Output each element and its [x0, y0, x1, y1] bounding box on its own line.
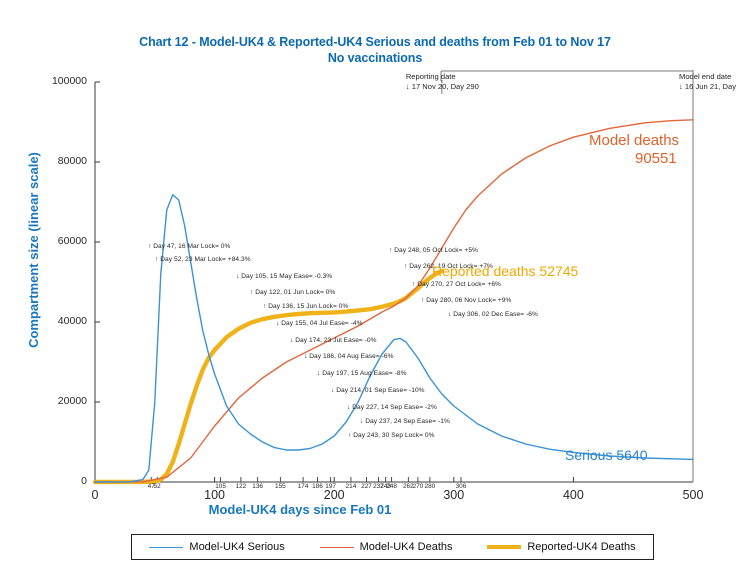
- event-annotation: ↑ Day 243, 30 Sep Lock= 0%: [348, 432, 435, 439]
- x-event-tick-label: 280: [424, 483, 436, 490]
- event-annotation: ↓ Day 227, 14 Sep Ease= -2%: [347, 404, 437, 411]
- legend-swatch: [149, 546, 184, 548]
- x-event-tick-label: 52: [153, 483, 161, 490]
- legend-label: Model-UK4 Deaths: [359, 541, 453, 553]
- y-tick-label: 100000: [51, 75, 87, 87]
- model-end-date: Model end date ↓ 16 Jun 21, Day: [679, 72, 736, 92]
- x-event-tick-label: 155: [275, 483, 286, 490]
- event-annotation: ↑ Day 270, 27 Oct Lock= +6%: [412, 281, 501, 288]
- event-annotation: ↓ Day 186, 04 Aug Ease= -6%: [304, 353, 394, 360]
- model-end-date-line2: ↓ 16 Jun 21, Day: [679, 82, 736, 91]
- event-annotation: ↑ Day 47, 16 Mar Lock= 0%: [148, 243, 231, 250]
- y-tick-label: 40000: [57, 315, 87, 327]
- event-annotation: ↓ Day 214, 01 Sep Ease= -10%: [331, 387, 425, 394]
- x-event-tick-label: 47: [147, 483, 155, 490]
- event-annotation: ↓ Day 174, 23 Jul Ease= -0%: [290, 337, 377, 344]
- event-annotation: ↓ Day 237, 24 Sep Ease= -1%: [360, 418, 450, 425]
- y-tick-label: 60000: [57, 235, 87, 247]
- x-event-tick-label: 105: [215, 483, 226, 490]
- event-annotation: ↑ Day 52, 23 Mar Lock= +84.3%: [155, 256, 251, 263]
- event-annotation: ↑ Day 262, 19 Oct Lock= +7%: [404, 263, 493, 270]
- legend-swatch: [487, 545, 522, 549]
- legend-item[interactable]: Reported-UK4 Deaths: [487, 541, 636, 553]
- x-tick-label: 400: [562, 488, 584, 502]
- event-annotation: ↑ Day 122, 01 Jun Lock= 0%: [250, 289, 336, 296]
- legend-label: Reported-UK4 Deaths: [527, 541, 636, 553]
- x-tick-label: 200: [323, 488, 345, 502]
- x-tick-label: 0: [91, 488, 99, 502]
- x-event-tick-label: 136: [252, 483, 263, 490]
- x-event-tick-label: 262: [403, 483, 414, 490]
- x-event-tick-label: 306: [455, 483, 467, 490]
- x-tick-label: 500: [682, 488, 704, 502]
- event-annotation: ↓ Day 306, 02 Dec Ease= -6%: [448, 311, 538, 318]
- event-annotation: ↑ Day 280, 06 Nov Lock= +9%: [421, 297, 512, 304]
- serious-label: Serious 5640: [565, 447, 648, 463]
- event-annotation: ↓ Day 155, 04 Jul Ease= -4%: [276, 320, 363, 327]
- x-tick-label: 100: [204, 488, 226, 502]
- x-event-tick-label: 227: [361, 483, 372, 490]
- chart-subtitle: No vaccinations: [327, 51, 423, 65]
- x-event-tick-label: 243: [380, 483, 391, 490]
- reported-deaths-label: Reported deaths 52745: [432, 263, 579, 279]
- x-event-tick-label: 214: [345, 483, 357, 490]
- reporting-date-line2: ↓ 17 Nov 20, Day 290: [405, 82, 479, 91]
- chart-title-line1: Chart 12 - Model-UK4 & Reported-UK4 Seri…: [139, 35, 611, 49]
- event-annotation: ↑ Day 136, 15 Jun Lock= 0%: [263, 303, 349, 310]
- y-tick-label: 80000: [57, 155, 87, 167]
- legend-swatch: [319, 546, 354, 548]
- model-deaths-label: Model deaths: [589, 132, 680, 149]
- reporting-date-line1: Reporting date: [405, 72, 456, 81]
- chart-title: Chart 12 - Model-UK4 & Reported-UK4 Seri…: [0, 34, 750, 66]
- model-deaths-value: 90551: [635, 150, 677, 167]
- y-tick-label: 0: [81, 475, 87, 487]
- x-event-tick-label: 197: [325, 483, 336, 490]
- reporting-date: Reporting date ↓ 17 Nov 20, Day 290: [406, 72, 479, 92]
- legend-item[interactable]: Model-UK4 Deaths: [319, 541, 453, 553]
- x-event-tick-label: 174: [297, 483, 309, 490]
- x-event-tick-label: 248: [386, 483, 397, 490]
- x-event-tick-label: 186: [312, 483, 323, 490]
- y-tick-label: 20000: [57, 395, 87, 407]
- event-annotation: ↓ Day 105, 15 May Ease= -0.3%: [236, 273, 333, 280]
- event-annotation: ↓ Day 197, 15 Aug Ease= -8%: [317, 370, 407, 377]
- x-event-tick-label: 122: [235, 483, 247, 490]
- x-tick-label: 300: [443, 488, 465, 502]
- x-axis-title: Model-UK4 days since Feb 01: [208, 502, 392, 517]
- event-annotation: ↑ Day 248, 05 Oct Lock= +5%: [389, 247, 478, 254]
- model-end-date-line1: Model end date: [679, 72, 732, 81]
- chart-legend: Model-UK4 Serious Model-UK4 Deaths Reporte…: [131, 534, 654, 560]
- x-event-tick-label: 237: [373, 483, 384, 490]
- x-event-tick-label: 270: [412, 483, 424, 490]
- legend-item[interactable]: Model-UK4 Serious: [149, 541, 285, 553]
- legend-label: Model-UK4 Serious: [189, 541, 285, 553]
